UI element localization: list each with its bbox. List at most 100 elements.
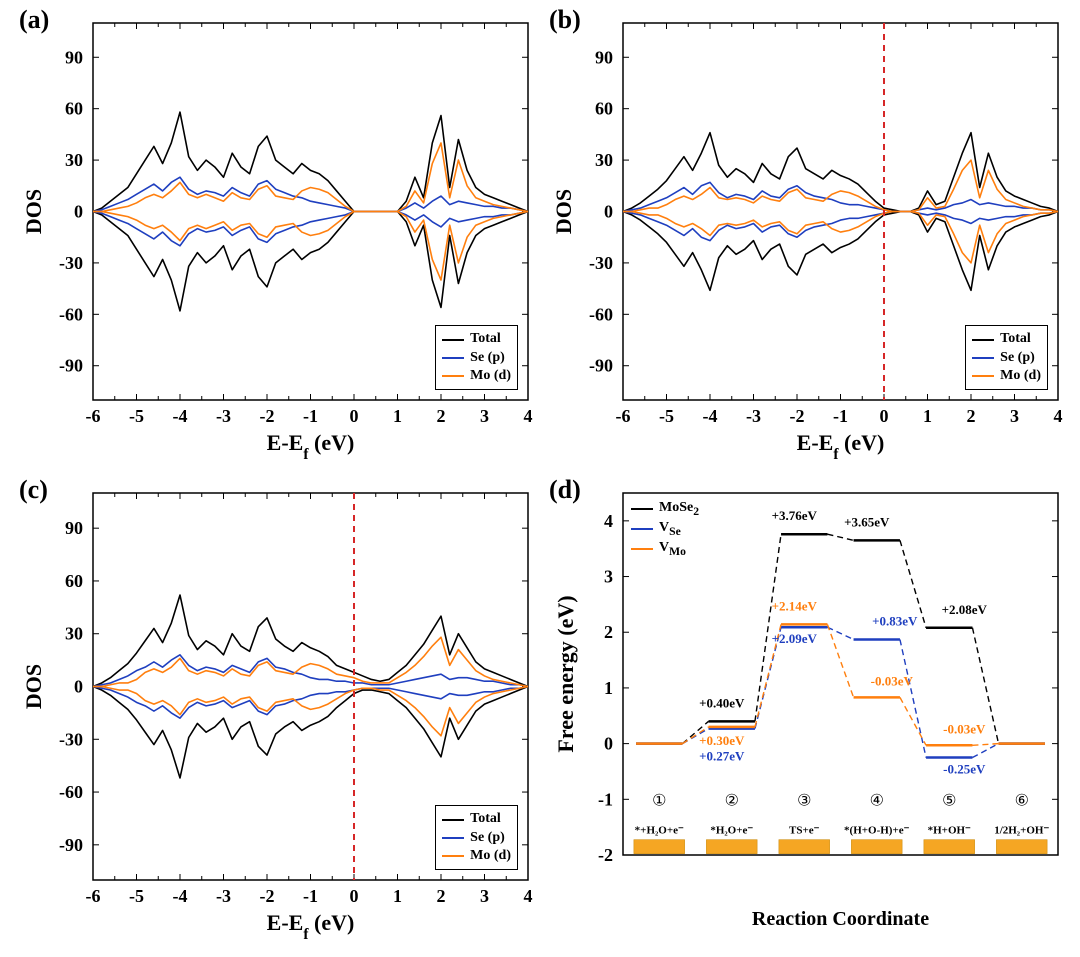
svg-text:0: 0 bbox=[880, 406, 889, 426]
svg-text:2: 2 bbox=[437, 406, 446, 426]
svg-text:4: 4 bbox=[524, 886, 533, 906]
svg-text:-6: -6 bbox=[616, 406, 631, 426]
svg-text:+2.09eV: +2.09eV bbox=[772, 631, 818, 646]
dos-panel-c: (c)-6-5-4-3-2-101234-90-60-300306090E-Ef… bbox=[15, 475, 540, 950]
svg-text:-1: -1 bbox=[303, 886, 318, 906]
svg-text:-60: -60 bbox=[59, 782, 83, 802]
svg-text:-3: -3 bbox=[216, 886, 231, 906]
svg-text:⑥: ⑥ bbox=[1015, 792, 1029, 809]
svg-text:-4: -4 bbox=[173, 886, 188, 906]
figure-root: (a)-6-5-4-3-2-101234-90-60-300306090E-Ef… bbox=[0, 0, 1080, 957]
legend-label: Se (p) bbox=[470, 349, 505, 367]
svg-text:0: 0 bbox=[350, 406, 359, 426]
svg-text:-5: -5 bbox=[129, 886, 144, 906]
svg-text:*H₂O+e⁻: *H₂O+e⁻ bbox=[710, 825, 753, 837]
energy-panel: (d)-2-101234①*+H₂O+e⁻②*H₂O+e⁻③TS+e⁻④*(H+… bbox=[545, 475, 1070, 950]
legend-item: Se (p) bbox=[442, 349, 511, 367]
svg-text:*(H+O-H)+e⁻: *(H+O-H)+e⁻ bbox=[844, 825, 910, 837]
svg-text:*H+OH⁻: *H+OH⁻ bbox=[928, 825, 971, 837]
svg-text:60: 60 bbox=[65, 99, 83, 119]
dos-svg: -6-5-4-3-2-101234-90-60-300306090E-Ef (e… bbox=[15, 475, 540, 950]
svg-text:1: 1 bbox=[604, 678, 613, 698]
legend-label: MoSe2 bbox=[659, 499, 699, 519]
svg-text:-3: -3 bbox=[216, 406, 231, 426]
svg-text:-30: -30 bbox=[589, 253, 613, 273]
svg-text:-2: -2 bbox=[260, 406, 275, 426]
legend-label: Mo (d) bbox=[470, 847, 511, 865]
legend-item: Mo (d) bbox=[442, 847, 511, 865]
svg-text:E-Ef (eV): E-Ef (eV) bbox=[267, 430, 355, 463]
svg-text:TS+e⁻: TS+e⁻ bbox=[789, 825, 820, 837]
svg-text:1/2H₂+OH⁻: 1/2H₂+OH⁻ bbox=[994, 825, 1049, 837]
svg-text:+0.30eV: +0.30eV bbox=[699, 733, 745, 748]
dos-legend: TotalSe (p)Mo (d) bbox=[965, 325, 1048, 390]
svg-text:30: 30 bbox=[595, 150, 613, 170]
svg-text:30: 30 bbox=[65, 624, 83, 644]
svg-text:0: 0 bbox=[350, 886, 359, 906]
svg-text:DOS: DOS bbox=[21, 664, 46, 709]
svg-text:-2: -2 bbox=[260, 886, 275, 906]
svg-text:4: 4 bbox=[524, 406, 533, 426]
legend-swatch bbox=[442, 855, 464, 857]
svg-text:-30: -30 bbox=[59, 253, 83, 273]
svg-text:+3.76eV: +3.76eV bbox=[772, 508, 818, 523]
svg-text:3: 3 bbox=[480, 886, 489, 906]
svg-text:E-Ef (eV): E-Ef (eV) bbox=[797, 430, 885, 463]
svg-text:1: 1 bbox=[393, 406, 402, 426]
svg-text:-0.25eV: -0.25eV bbox=[943, 762, 986, 777]
legend-swatch bbox=[631, 508, 653, 510]
svg-text:3: 3 bbox=[1010, 406, 1019, 426]
svg-text:-2: -2 bbox=[790, 406, 805, 426]
legend-label: VSe bbox=[659, 519, 681, 539]
legend-swatch bbox=[442, 837, 464, 839]
svg-text:+0.83eV: +0.83eV bbox=[872, 613, 918, 628]
legend-label: Total bbox=[1000, 330, 1031, 348]
legend-swatch bbox=[972, 357, 994, 359]
legend-label: Mo (d) bbox=[470, 367, 511, 385]
svg-text:4: 4 bbox=[604, 511, 613, 531]
svg-text:-6: -6 bbox=[86, 886, 101, 906]
legend-item: VSe bbox=[631, 519, 699, 539]
legend-label: Mo (d) bbox=[1000, 367, 1041, 385]
legend-swatch bbox=[972, 339, 994, 341]
energy-legend: MoSe2VSeVMo bbox=[631, 499, 699, 559]
svg-text:90: 90 bbox=[65, 518, 83, 538]
svg-text:90: 90 bbox=[65, 47, 83, 67]
svg-text:-1: -1 bbox=[833, 406, 848, 426]
legend-label: Total bbox=[470, 330, 501, 348]
svg-text:2: 2 bbox=[604, 622, 613, 642]
svg-text:+0.27eV: +0.27eV bbox=[699, 749, 745, 764]
svg-text:①: ① bbox=[652, 792, 666, 809]
svg-text:-4: -4 bbox=[173, 406, 188, 426]
svg-text:③: ③ bbox=[797, 792, 811, 809]
legend-swatch bbox=[972, 375, 994, 377]
svg-text:DOS: DOS bbox=[551, 189, 576, 234]
legend-label: Total bbox=[470, 810, 501, 828]
svg-text:Reaction Coordinate: Reaction Coordinate bbox=[752, 908, 929, 930]
dos-svg: -6-5-4-3-2-101234-90-60-300306090E-Ef (e… bbox=[545, 5, 1070, 470]
svg-text:60: 60 bbox=[595, 99, 613, 119]
svg-text:*+H₂O+e⁻: *+H₂O+e⁻ bbox=[635, 825, 684, 837]
dos-legend: TotalSe (p)Mo (d) bbox=[435, 805, 518, 870]
legend-label: Se (p) bbox=[1000, 349, 1035, 367]
svg-text:Free energy (eV): Free energy (eV) bbox=[553, 595, 578, 752]
svg-text:-5: -5 bbox=[129, 406, 144, 426]
svg-text:+2.08eV: +2.08eV bbox=[942, 602, 988, 617]
svg-text:-30: -30 bbox=[59, 729, 83, 749]
svg-text:0: 0 bbox=[604, 734, 613, 754]
dos-panel-b: (b)-6-5-4-3-2-101234-90-60-300306090E-Ef… bbox=[545, 5, 1070, 470]
legend-item: Se (p) bbox=[442, 829, 511, 847]
legend-label: Se (p) bbox=[470, 829, 505, 847]
svg-text:④: ④ bbox=[870, 792, 884, 809]
legend-item: Total bbox=[442, 330, 511, 348]
panel-label: (a) bbox=[19, 5, 49, 35]
svg-text:90: 90 bbox=[595, 47, 613, 67]
svg-text:DOS: DOS bbox=[21, 189, 46, 234]
svg-text:-6: -6 bbox=[86, 406, 101, 426]
legend-item: Mo (d) bbox=[442, 367, 511, 385]
svg-text:0: 0 bbox=[74, 202, 83, 222]
svg-text:-90: -90 bbox=[59, 835, 83, 855]
svg-text:-2: -2 bbox=[598, 845, 613, 865]
legend-item: Mo (d) bbox=[972, 367, 1041, 385]
svg-text:4: 4 bbox=[1054, 406, 1063, 426]
